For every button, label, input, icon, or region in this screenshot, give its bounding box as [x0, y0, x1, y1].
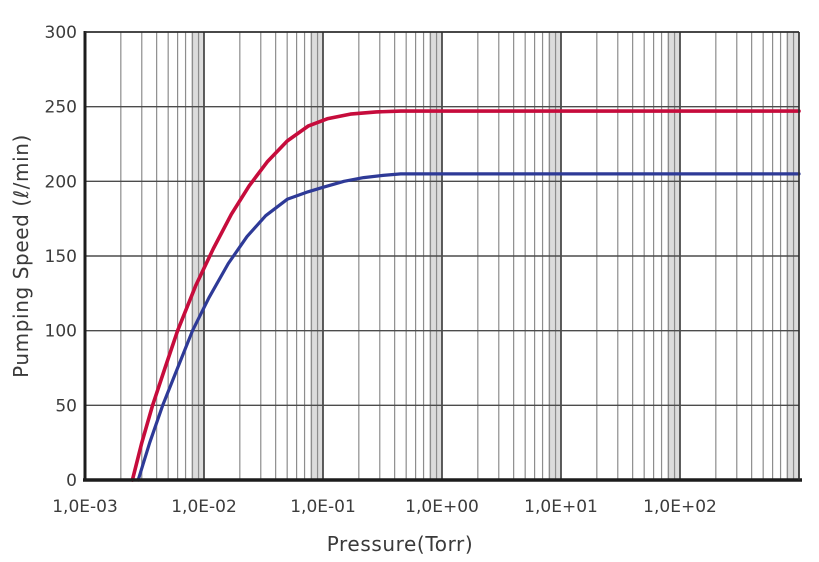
x-tick-label: 1,0E+02 — [643, 497, 717, 517]
x-tick-label: 1,0E-01 — [290, 497, 356, 517]
x-tick-label: 1,0E+00 — [405, 497, 479, 517]
grid-layer — [85, 32, 799, 480]
curve-red — [130, 109, 801, 482]
x-tick-label: 1,0E-02 — [171, 497, 237, 517]
y-axis-title: Pumping Speed (ℓ/min) — [9, 134, 33, 378]
tick-labels: 0 50 100 150 200 250 300 1,0E-03 1,0E-02 1,0E-01 1… — [45, 23, 717, 517]
x-axis-title: Pressure(Torr) — [327, 532, 474, 556]
y-tick-label: 200 — [45, 172, 77, 192]
y-tick-label: 100 — [45, 322, 77, 342]
plot-frame — [83, 31, 802, 482]
y-tick-label: 50 — [55, 396, 77, 416]
y-tick-label: 150 — [45, 247, 77, 267]
curve-layer — [130, 109, 801, 482]
x-tick-label: 1,0E-03 — [52, 497, 118, 517]
curve-blue — [136, 172, 801, 482]
x-tick-label: 1,0E+01 — [524, 497, 598, 517]
y-tick-label: 300 — [45, 23, 77, 43]
y-tick-label: 250 — [45, 98, 77, 118]
y-tick-label: 0 — [66, 471, 77, 491]
